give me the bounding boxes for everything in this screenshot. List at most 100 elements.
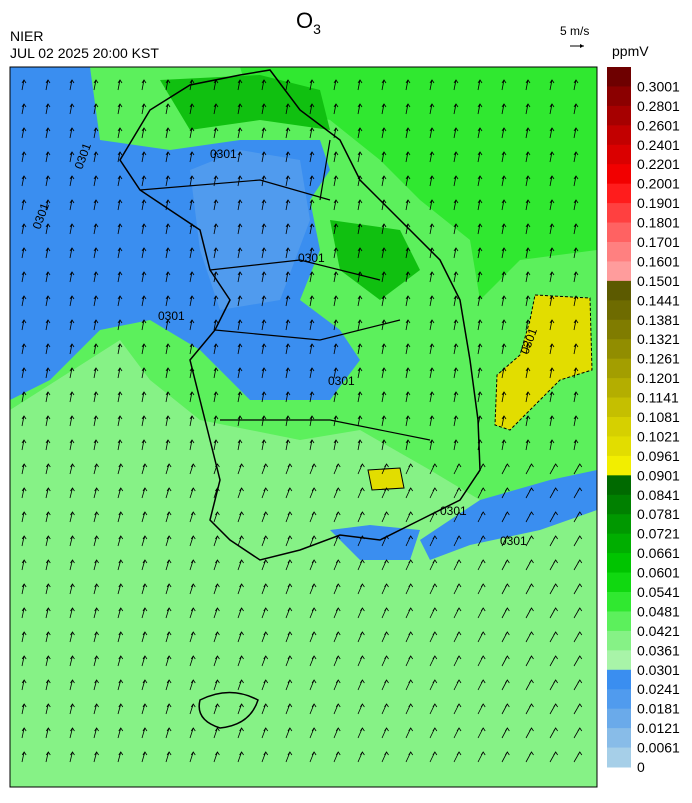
wind-arrow <box>21 511 27 523</box>
legend-label: 0.1501 <box>637 273 680 289</box>
legend-swatch <box>607 553 631 574</box>
wind-arrow <box>573 487 583 499</box>
title: O3 <box>296 8 321 37</box>
wind-arrow <box>357 343 363 355</box>
legend-swatch <box>607 611 631 632</box>
wind-key-head <box>580 44 584 48</box>
wind-arrow <box>189 127 195 139</box>
wind-arrow <box>477 583 486 595</box>
green-center <box>330 220 420 300</box>
wind-arrow <box>261 559 269 571</box>
wind-arrow <box>213 103 219 115</box>
wind-arrow <box>261 391 267 403</box>
agency: NIER <box>10 28 43 44</box>
wind-arrow <box>261 199 267 211</box>
wind-arrow <box>21 607 27 619</box>
wind-arrow <box>357 727 365 739</box>
wind-arrow <box>357 415 363 427</box>
wind-arrow <box>573 463 583 475</box>
wind-arrow <box>93 367 99 379</box>
legend-swatch <box>607 144 631 165</box>
wind-arrow <box>213 175 219 187</box>
wind-arrow <box>189 751 196 763</box>
wind-arrow <box>309 199 315 211</box>
wind-arrow <box>285 367 291 379</box>
wind-arrow <box>45 199 51 211</box>
wind-arrow <box>237 679 244 691</box>
wind-arrow <box>93 751 99 763</box>
green-ne <box>240 67 597 300</box>
wind-arrow <box>501 367 507 379</box>
wind-arrow <box>117 583 124 595</box>
wind-arrow <box>237 151 243 163</box>
wind-arrow <box>165 127 171 139</box>
wind-arrow <box>165 655 172 667</box>
wind-arrow <box>21 103 27 115</box>
legend-swatch <box>607 242 631 262</box>
wind-arrow <box>237 559 244 571</box>
wind-arrow <box>381 103 387 115</box>
map-frame <box>9 66 598 788</box>
wind-arrow <box>117 655 124 667</box>
wind-arrow <box>93 127 99 139</box>
wind-arrow <box>117 103 123 115</box>
wind-arrow <box>501 151 507 163</box>
wind-arrow <box>477 607 486 619</box>
wind-arrow <box>21 703 27 715</box>
legend-label: 0.1381 <box>637 312 680 328</box>
legend-label: 0.0061 <box>637 740 680 756</box>
legend-swatch <box>607 339 631 360</box>
wind-arrow <box>69 223 75 235</box>
wind-arrow <box>69 439 75 451</box>
wind-arrow <box>501 727 510 739</box>
wind-arrow <box>285 559 293 571</box>
wind-arrow <box>213 727 220 739</box>
wind-arrow <box>21 751 27 763</box>
wind-arrow <box>285 295 291 307</box>
wind-arrow <box>477 535 486 547</box>
legend-label: 0.0301 <box>637 662 680 678</box>
wind-arrow <box>429 679 438 691</box>
legend-swatch <box>607 203 631 224</box>
wind-arrow <box>21 151 27 163</box>
wind-arrow <box>429 631 438 643</box>
wind-arrow <box>333 487 341 499</box>
wind-arrow <box>21 127 27 139</box>
wind-arrow <box>501 295 507 307</box>
wind-arrow <box>69 727 75 739</box>
province-borders <box>139 139 431 441</box>
wind-arrow <box>213 631 220 643</box>
wind-arrow <box>405 319 411 331</box>
wind-arrow <box>501 583 510 595</box>
wind-arrow <box>573 559 583 571</box>
wind-arrow <box>285 631 293 643</box>
wind-key-label: 5 m/s <box>560 24 589 38</box>
wind-arrow <box>405 343 411 355</box>
wind-arrow <box>573 607 583 619</box>
wind-arrow <box>165 511 172 523</box>
wind-arrow <box>93 295 99 307</box>
wind-arrow <box>141 535 148 547</box>
wind-arrow <box>93 655 99 667</box>
wind-arrow <box>21 391 27 403</box>
wind-arrow <box>189 463 196 475</box>
legend: 0.3001 0.2801 0.2601 0.2401 0.2201 0.2001 0.19… <box>607 67 680 775</box>
wind-arrow <box>381 367 387 379</box>
wind-arrow <box>405 271 411 283</box>
legend-label: 0.0841 <box>637 487 680 503</box>
wind-arrow <box>477 655 486 667</box>
jeju <box>198 691 259 729</box>
legend-label: 0.0781 <box>637 506 680 522</box>
wind-arrow <box>141 343 147 355</box>
wind-arrow <box>333 655 341 667</box>
wind-arrow <box>405 511 414 523</box>
wind-arrow <box>237 751 244 763</box>
wind-arrow <box>237 583 244 595</box>
wind-arrow <box>285 439 291 451</box>
legend-swatch <box>607 592 631 612</box>
wind-arrow <box>45 583 51 595</box>
wind-arrow <box>69 559 75 571</box>
wind-arrow <box>477 175 483 187</box>
wind-arrow <box>357 655 365 667</box>
wind-arrow <box>405 535 414 547</box>
